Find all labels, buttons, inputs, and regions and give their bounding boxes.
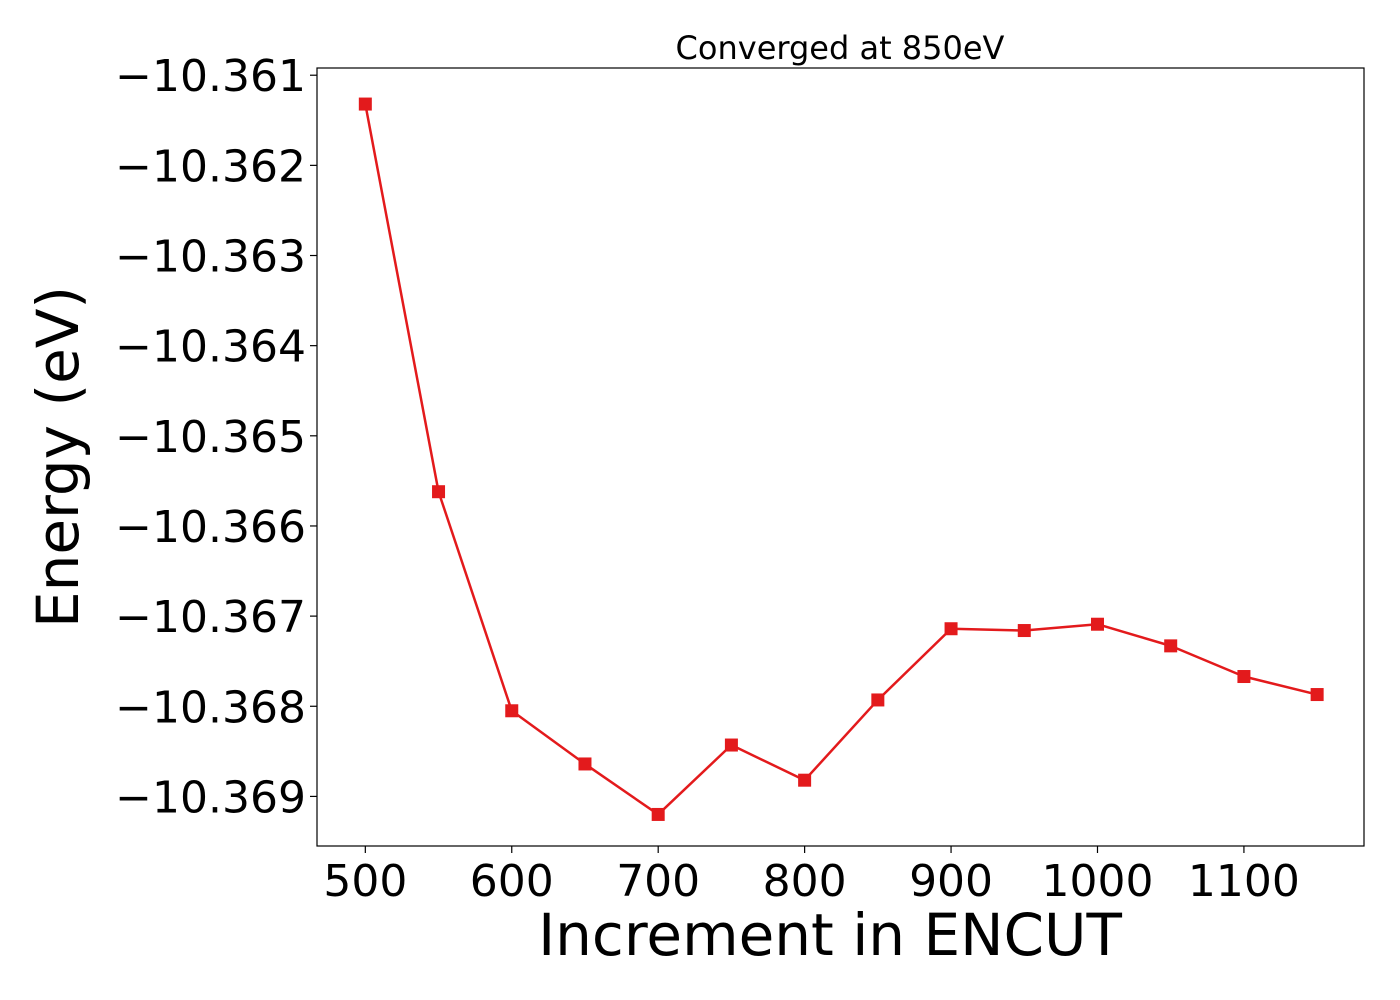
- data-point: [651, 807, 665, 821]
- y-tick-label: −10.366: [115, 502, 306, 553]
- data-point: [1310, 688, 1324, 702]
- data-point: [1237, 670, 1251, 684]
- x-tick-label: 1000: [1041, 856, 1153, 907]
- x-axis: 500 600 700 800 900 1000 1100: [323, 846, 1300, 907]
- data-point: [1164, 639, 1178, 653]
- y-tick-label: −10.364: [115, 322, 306, 373]
- y-tick-label: −10.362: [115, 141, 306, 192]
- plot-area: [358, 97, 1324, 821]
- data-point: [871, 693, 885, 707]
- data-point: [505, 704, 519, 718]
- y-axis: −10.361 −10.362 −10.363 −10.364 −10.365 −10.3…: [115, 51, 317, 823]
- data-point: [944, 622, 958, 636]
- y-tick-label: −10.367: [115, 592, 306, 643]
- data-point: [798, 773, 812, 787]
- y-tick-label: −10.363: [115, 232, 306, 283]
- y-tick-label: −10.361: [115, 51, 306, 102]
- data-point: [432, 485, 446, 499]
- y-tick-label: −10.365: [115, 412, 306, 463]
- series-line: [364, 103, 1318, 816]
- plot-frame: [316, 67, 1365, 847]
- data-point: [578, 757, 592, 771]
- x-tick-label: 700: [616, 856, 700, 907]
- data-point: [1017, 624, 1031, 638]
- x-axis-title: Increment in ENCUT: [538, 901, 1122, 969]
- x-tick-label: 500: [323, 856, 407, 907]
- x-tick-label: 900: [909, 856, 993, 907]
- y-tick-label: −10.369: [115, 772, 306, 823]
- data-point: [724, 738, 738, 752]
- x-tick-label: 1100: [1188, 856, 1300, 907]
- data-point: [1090, 617, 1104, 631]
- x-tick-label: 600: [470, 856, 554, 907]
- y-axis-title: Energy (eV): [24, 286, 92, 628]
- y-tick-label: −10.368: [115, 682, 306, 733]
- x-tick-label: 800: [763, 856, 847, 907]
- chart-title: Converged at 850eV: [676, 29, 1005, 67]
- data-point: [358, 97, 372, 111]
